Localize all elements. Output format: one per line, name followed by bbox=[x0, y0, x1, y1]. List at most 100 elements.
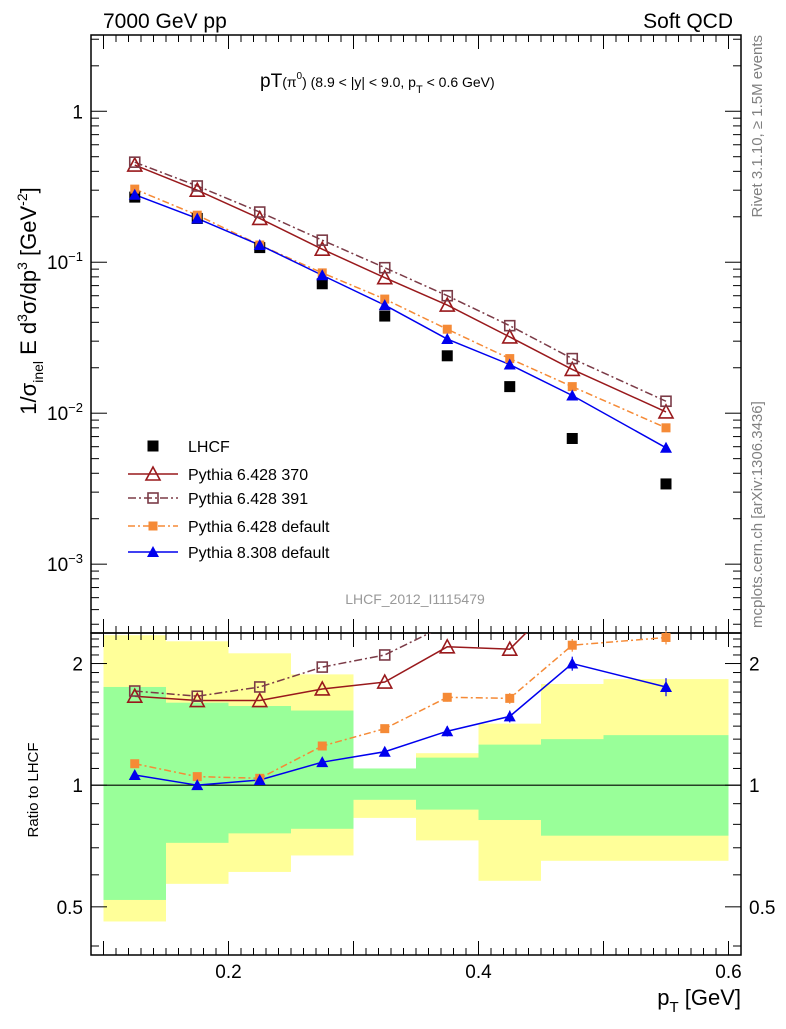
ratio-tick-label-right: 1 bbox=[749, 776, 760, 797]
legend-marker bbox=[147, 492, 159, 504]
series-marker-ratio bbox=[505, 693, 515, 703]
series-marker-ratio bbox=[378, 745, 391, 757]
x-axis-label: pT [GeV] bbox=[657, 985, 741, 1016]
header-right: Soft QCD bbox=[643, 10, 733, 33]
series-marker-main bbox=[380, 294, 390, 304]
series-line-ratio bbox=[134, 633, 432, 697]
ratio-tick-label-left: 2 bbox=[72, 655, 83, 676]
series-marker-main bbox=[563, 360, 581, 377]
series-marker-ratio bbox=[253, 681, 266, 693]
series-marker-ratio bbox=[501, 640, 519, 657]
series-line-ratio bbox=[134, 633, 527, 702]
series-marker-main bbox=[661, 423, 671, 433]
series-marker-ratio bbox=[660, 680, 672, 692]
lhcf-data-point bbox=[441, 350, 453, 362]
x-tick-label: 0.4 bbox=[465, 962, 492, 983]
series-marker-ratio bbox=[317, 741, 327, 751]
series-marker-main bbox=[251, 209, 269, 226]
ratio-tick-label-left: 0.5 bbox=[57, 898, 83, 919]
series-marker-main bbox=[566, 389, 579, 401]
series-marker-ratio bbox=[313, 680, 331, 696]
series-marker-main bbox=[438, 296, 456, 312]
series-marker-main bbox=[126, 156, 144, 172]
ratio-uncertainty-bands bbox=[91, 635, 741, 922]
series-marker-main bbox=[566, 352, 579, 365]
series-marker-main bbox=[567, 382, 577, 392]
y-axis-label: 1/σinel E d3σ/dp3 [GeV-2] bbox=[14, 187, 46, 414]
analysis-label: LHCF_2012_I1115479 bbox=[345, 591, 485, 607]
lhcf-data-point bbox=[504, 381, 516, 393]
ratio-y-axis-label: Ratio to LHCF bbox=[25, 742, 42, 837]
ratio-tick-label-left: 1 bbox=[72, 776, 83, 797]
series-marker-main bbox=[316, 269, 329, 281]
y-tick-label: 10−1 bbox=[47, 249, 83, 274]
green-band-bin bbox=[541, 739, 604, 836]
series-marker-ratio bbox=[442, 692, 452, 702]
series-marker-main bbox=[501, 328, 519, 344]
lhcf-data-point bbox=[379, 310, 391, 322]
x-tick-label: 0.2 bbox=[215, 962, 241, 983]
ratio-tick-label-right: 2 bbox=[749, 655, 760, 676]
series-marker-ratio bbox=[438, 638, 456, 654]
series-marker-main bbox=[441, 333, 454, 345]
series-marker-ratio bbox=[441, 725, 454, 737]
series-markers bbox=[126, 156, 675, 791]
series-marker-main bbox=[442, 324, 452, 334]
series-marker-ratio bbox=[128, 768, 141, 780]
series-marker-ratio bbox=[128, 685, 141, 697]
series-line-main bbox=[134, 194, 667, 449]
series-marker-ratio bbox=[253, 773, 266, 785]
legend-label: Pythia 8.308 default bbox=[188, 545, 330, 562]
series-marker-ratio bbox=[188, 691, 206, 708]
series-marker-ratio bbox=[661, 632, 671, 642]
series-marker-main bbox=[660, 395, 672, 408]
ratio-tick-label-right: 0.5 bbox=[749, 898, 775, 919]
series-marker-main bbox=[660, 441, 672, 453]
side-label-mcplots: mcplots.cern.ch [arXiv:1306.3436] bbox=[749, 401, 766, 628]
series-marker-ratio bbox=[192, 772, 202, 782]
legend-label: LHCF bbox=[188, 439, 230, 456]
plot-title: pT(π0) (8.9 < |y| < 9.0, pT < 0.6 GeV) bbox=[260, 71, 495, 96]
legend: LHCF Pythia 6.428 370 Pythia 6.428 391 Pyth… bbox=[128, 439, 330, 562]
series-marker-main bbox=[657, 403, 675, 419]
legend-label: Pythia 6.428 default bbox=[188, 519, 330, 536]
green-band-bin bbox=[291, 710, 354, 829]
green-band-bin bbox=[353, 768, 416, 800]
series-marker-ratio bbox=[191, 779, 204, 791]
green-band-bin bbox=[228, 706, 291, 834]
lhcf-data-point bbox=[660, 478, 672, 490]
legend-label: Pythia 6.428 391 bbox=[188, 491, 308, 508]
series-marker-ratio bbox=[251, 691, 269, 708]
legend-marker bbox=[144, 465, 162, 481]
series-marker-main bbox=[128, 188, 141, 200]
series-line-main bbox=[134, 164, 667, 413]
green-band-bin bbox=[103, 686, 166, 900]
side-label-rivet: Rivet 3.1.10, ≥ 1.5M events bbox=[749, 35, 766, 218]
x-tick-label: 0.6 bbox=[715, 962, 741, 983]
header-left: 7000 GeV pp bbox=[103, 10, 227, 33]
series-marker-ratio bbox=[316, 661, 329, 673]
main-panel-frame bbox=[90, 34, 742, 634]
series-marker-main bbox=[191, 212, 204, 224]
legend-marker bbox=[148, 521, 158, 531]
axis-tick-labels: 0.2 0.4 0.6 1 10−1 10−2 10−3 0.5 0.5 1 1 2 2 bbox=[47, 102, 775, 983]
axis-ticks bbox=[91, 35, 741, 955]
series-marker-ratio bbox=[378, 649, 391, 661]
series-marker-main bbox=[253, 239, 266, 251]
series-marker-main bbox=[376, 268, 394, 285]
series-line-main bbox=[134, 188, 667, 429]
green-band-bin bbox=[478, 744, 541, 821]
y-tick-label: 1 bbox=[72, 102, 83, 123]
series-marker-main bbox=[378, 299, 391, 311]
series-marker-main bbox=[191, 180, 204, 192]
series-marker-main bbox=[253, 206, 266, 218]
series-marker-main bbox=[441, 289, 454, 302]
series-marker-ratio bbox=[376, 673, 394, 689]
series-marker-main bbox=[316, 234, 329, 246]
series-marker-main bbox=[378, 261, 391, 274]
series-marker-main bbox=[128, 156, 141, 168]
series-marker-ratio bbox=[191, 690, 204, 703]
series-marker-ratio bbox=[316, 756, 329, 768]
lhcf-data-point bbox=[316, 278, 328, 290]
